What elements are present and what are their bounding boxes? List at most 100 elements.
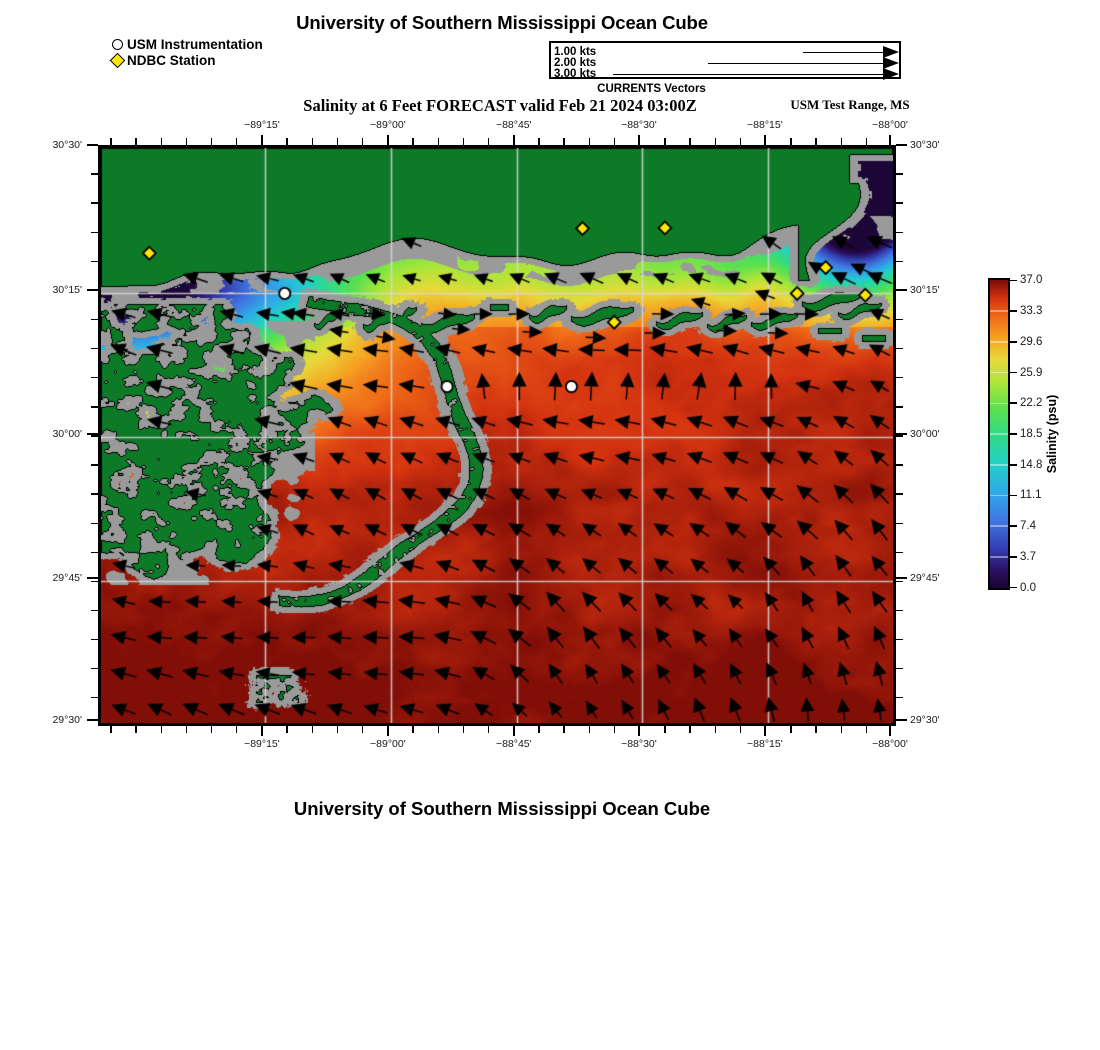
axis-major-tick-y <box>87 576 98 579</box>
footer-title: University of Southern Mississippi Ocean… <box>293 798 711 819</box>
axis-tick-y <box>896 435 903 437</box>
colorbar-tick-label: 18.5 <box>1020 428 1043 440</box>
axis-tick-x <box>865 726 868 733</box>
colorbar-tick <box>1010 279 1017 282</box>
axis-label-x: −88°15' <box>747 119 783 131</box>
colorbar-title: Salinity (psu) <box>1045 394 1059 474</box>
axis-tick-y <box>91 697 98 699</box>
colorbar-tick-label: 29.6 <box>1020 335 1043 348</box>
axis-label-x: −88°30' <box>621 119 657 131</box>
axis-label-y: 29°30' <box>52 714 82 726</box>
currents-legend-row-1kt: 1.00 kts <box>551 46 899 59</box>
colorbar-tick <box>1010 310 1017 312</box>
axis-major-tick-x <box>763 726 766 736</box>
colorbar-tick <box>1010 371 1017 374</box>
axis-tick-y <box>896 289 903 292</box>
colorbar-tick-label: 0.0 <box>1020 581 1036 594</box>
axis-label-y: 30°15' <box>52 284 82 297</box>
axis-tick-x <box>613 726 616 733</box>
colorbar-tick <box>1010 433 1017 435</box>
axis-tick-x <box>135 138 137 145</box>
currents-legend-shaft-1kt <box>803 52 883 54</box>
axis-label-x: −88°00' <box>872 119 908 131</box>
axis-tick-y <box>91 609 98 612</box>
currents-legend-caption: CURRENTS Vectors <box>597 83 706 95</box>
axis-tick-y <box>91 668 98 670</box>
axis-label-y: 30°00' <box>910 428 940 441</box>
forecast-subtitle: Salinity at 6 Feet FORECAST valid Feb 21… <box>303 96 697 115</box>
axis-tick-x <box>361 726 364 733</box>
axis-tick-y <box>896 493 903 495</box>
currents-legend-shaft-2kt <box>708 63 883 65</box>
colorbar-tick <box>1010 586 1017 589</box>
region-label: USM Test Range, MS <box>790 97 910 112</box>
colorbar-band-separator <box>990 402 1008 405</box>
axis-tick-x <box>286 138 288 145</box>
axis-tick-x <box>588 138 591 145</box>
currents-legend-arrowhead-1kt <box>883 46 899 58</box>
axis-tick-x <box>311 138 313 145</box>
axis-tick-x <box>639 726 641 733</box>
legend-label-ndbc: NDBC Station <box>127 52 216 68</box>
axis-major-tick-y <box>896 144 907 146</box>
colorbar-tick <box>1010 341 1017 343</box>
axis-label-x: −88°45' <box>495 738 532 750</box>
axis-major-tick-x <box>889 135 891 145</box>
axis-tick-x <box>437 138 439 145</box>
axis-tick-x <box>865 138 868 145</box>
axis-tick-x <box>160 138 162 145</box>
axis-tick-y <box>91 522 98 524</box>
axis-tick-x <box>689 726 691 733</box>
axis-tick-x <box>790 138 792 145</box>
axis-tick-x <box>387 138 389 145</box>
axis-major-tick-y <box>896 576 907 579</box>
currents-legend-label-1kt: 1.00 kts <box>554 46 597 58</box>
axis-tick-x <box>563 138 565 145</box>
axis-tick-y <box>896 406 903 408</box>
axis-tick-y <box>896 464 903 466</box>
axis-tick-x <box>412 726 414 733</box>
marker-legend: USM Instrumentation NDBC Station <box>109 36 263 68</box>
colorbar-tick-label: 22.2 <box>1020 397 1043 410</box>
axis-tick-y <box>896 173 903 175</box>
currents-vector-legend: 1.00 kts 2.00 kts 3.00 kts <box>549 41 901 80</box>
axis-label-x: −89°00' <box>370 738 406 750</box>
axis-tick-x <box>160 726 162 733</box>
axis-tick-y <box>91 435 98 437</box>
axis-tick-x <box>210 138 213 145</box>
axis-major-tick-x <box>260 135 263 145</box>
axis-label-x: −89°00' <box>370 119 406 131</box>
legend-item-ndbc-station: NDBC Station <box>109 52 263 68</box>
axis-label-y: 30°00' <box>52 428 82 441</box>
axis-tick-y <box>896 144 903 146</box>
page-title: University of Southern Mississippi Ocean… <box>296 12 708 33</box>
axis-tick-x <box>664 138 666 145</box>
axis-label-x: −88°45' <box>495 119 532 131</box>
axis-tick-x <box>639 138 641 145</box>
axis-tick-x <box>210 726 213 733</box>
axis-major-tick-x <box>386 135 389 145</box>
axis-label-y: 30°30' <box>910 139 940 151</box>
axis-tick-x <box>336 726 339 733</box>
axis-major-tick-x <box>512 135 515 145</box>
axis-tick-x <box>361 138 364 145</box>
colorbar-tick-label: 3.7 <box>1020 550 1036 563</box>
axis-tick-y <box>91 202 98 204</box>
axis-tick-x <box>462 138 465 145</box>
axis-label-x: −89°15' <box>244 738 280 750</box>
axis-tick-x <box>613 138 616 145</box>
axis-major-tick-y <box>87 144 98 146</box>
currents-legend-shaft-3kt <box>613 74 883 76</box>
axis-tick-x <box>840 726 842 733</box>
axis-label-x: −88°00' <box>872 738 908 750</box>
colorbar-band-separator <box>990 464 1008 466</box>
axis-tick-x <box>714 138 716 145</box>
axis-tick-y <box>91 464 98 466</box>
axis-major-tick-y <box>896 433 907 436</box>
colorbar-band-separator <box>990 433 1008 435</box>
axis-tick-y <box>91 289 98 292</box>
salinity-map[interactable] <box>98 145 896 726</box>
axis-tick-x <box>588 726 591 733</box>
axis-tick-x <box>538 138 540 145</box>
axis-major-tick-x <box>637 726 640 736</box>
